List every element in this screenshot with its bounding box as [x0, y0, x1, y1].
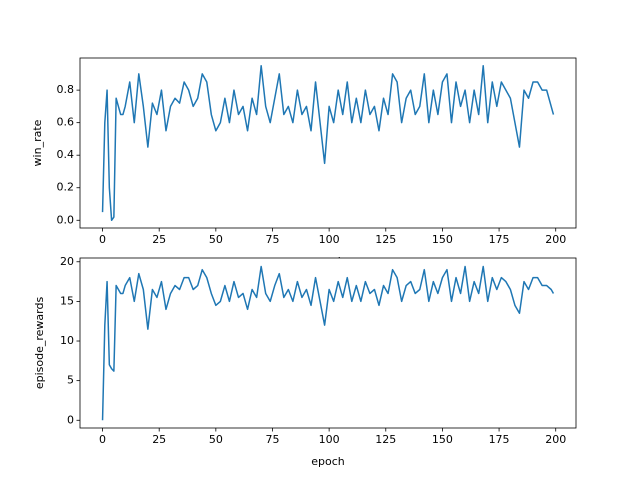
x-tick-label: 75	[265, 433, 279, 446]
axes-frame	[79, 57, 577, 229]
x-tick-label: 125	[375, 433, 396, 446]
y-tick-label: 15	[60, 294, 74, 307]
x-tick-label: 150	[432, 233, 453, 246]
data-line	[101, 64, 555, 222]
x-tick-label: 50	[209, 433, 223, 446]
y-tick-label: 0.8	[57, 83, 75, 96]
data-line	[101, 265, 555, 421]
x-tick-label: 75	[265, 233, 279, 246]
x-tick-label: 125	[375, 233, 396, 246]
y-tick-label: 0	[67, 413, 74, 426]
y-tick-label: 0.2	[57, 181, 75, 194]
x-tick-label: 150	[432, 433, 453, 446]
x-tick-label: 25	[152, 233, 166, 246]
x-tick-label: 100	[319, 433, 340, 446]
x-tick-label: 50	[209, 233, 223, 246]
x-tick-label: 100	[319, 233, 340, 246]
x-tick-label: 25	[152, 433, 166, 446]
x-axis-label: epoch	[311, 455, 345, 468]
y-tick-label: 20	[60, 255, 74, 268]
y-tick-label: 0.0	[57, 213, 75, 226]
y-axis-label: win_rate	[31, 119, 44, 166]
y-tick-label: 0.4	[57, 148, 75, 161]
x-tick-label: 0	[99, 233, 106, 246]
x-tick-label: 200	[545, 233, 566, 246]
x-tick-label: 175	[489, 233, 510, 246]
y-tick-label: 10	[60, 334, 74, 347]
axes-frame	[79, 257, 577, 429]
x-tick-label: 200	[545, 433, 566, 446]
x-tick-label: 175	[489, 433, 510, 446]
y-tick-label: 0.6	[57, 116, 75, 129]
axes-background	[80, 258, 576, 428]
y-tick-label: 5	[67, 374, 74, 387]
y-axis-label: episode_rewards	[33, 297, 46, 390]
x-tick-label: 0	[99, 433, 106, 446]
